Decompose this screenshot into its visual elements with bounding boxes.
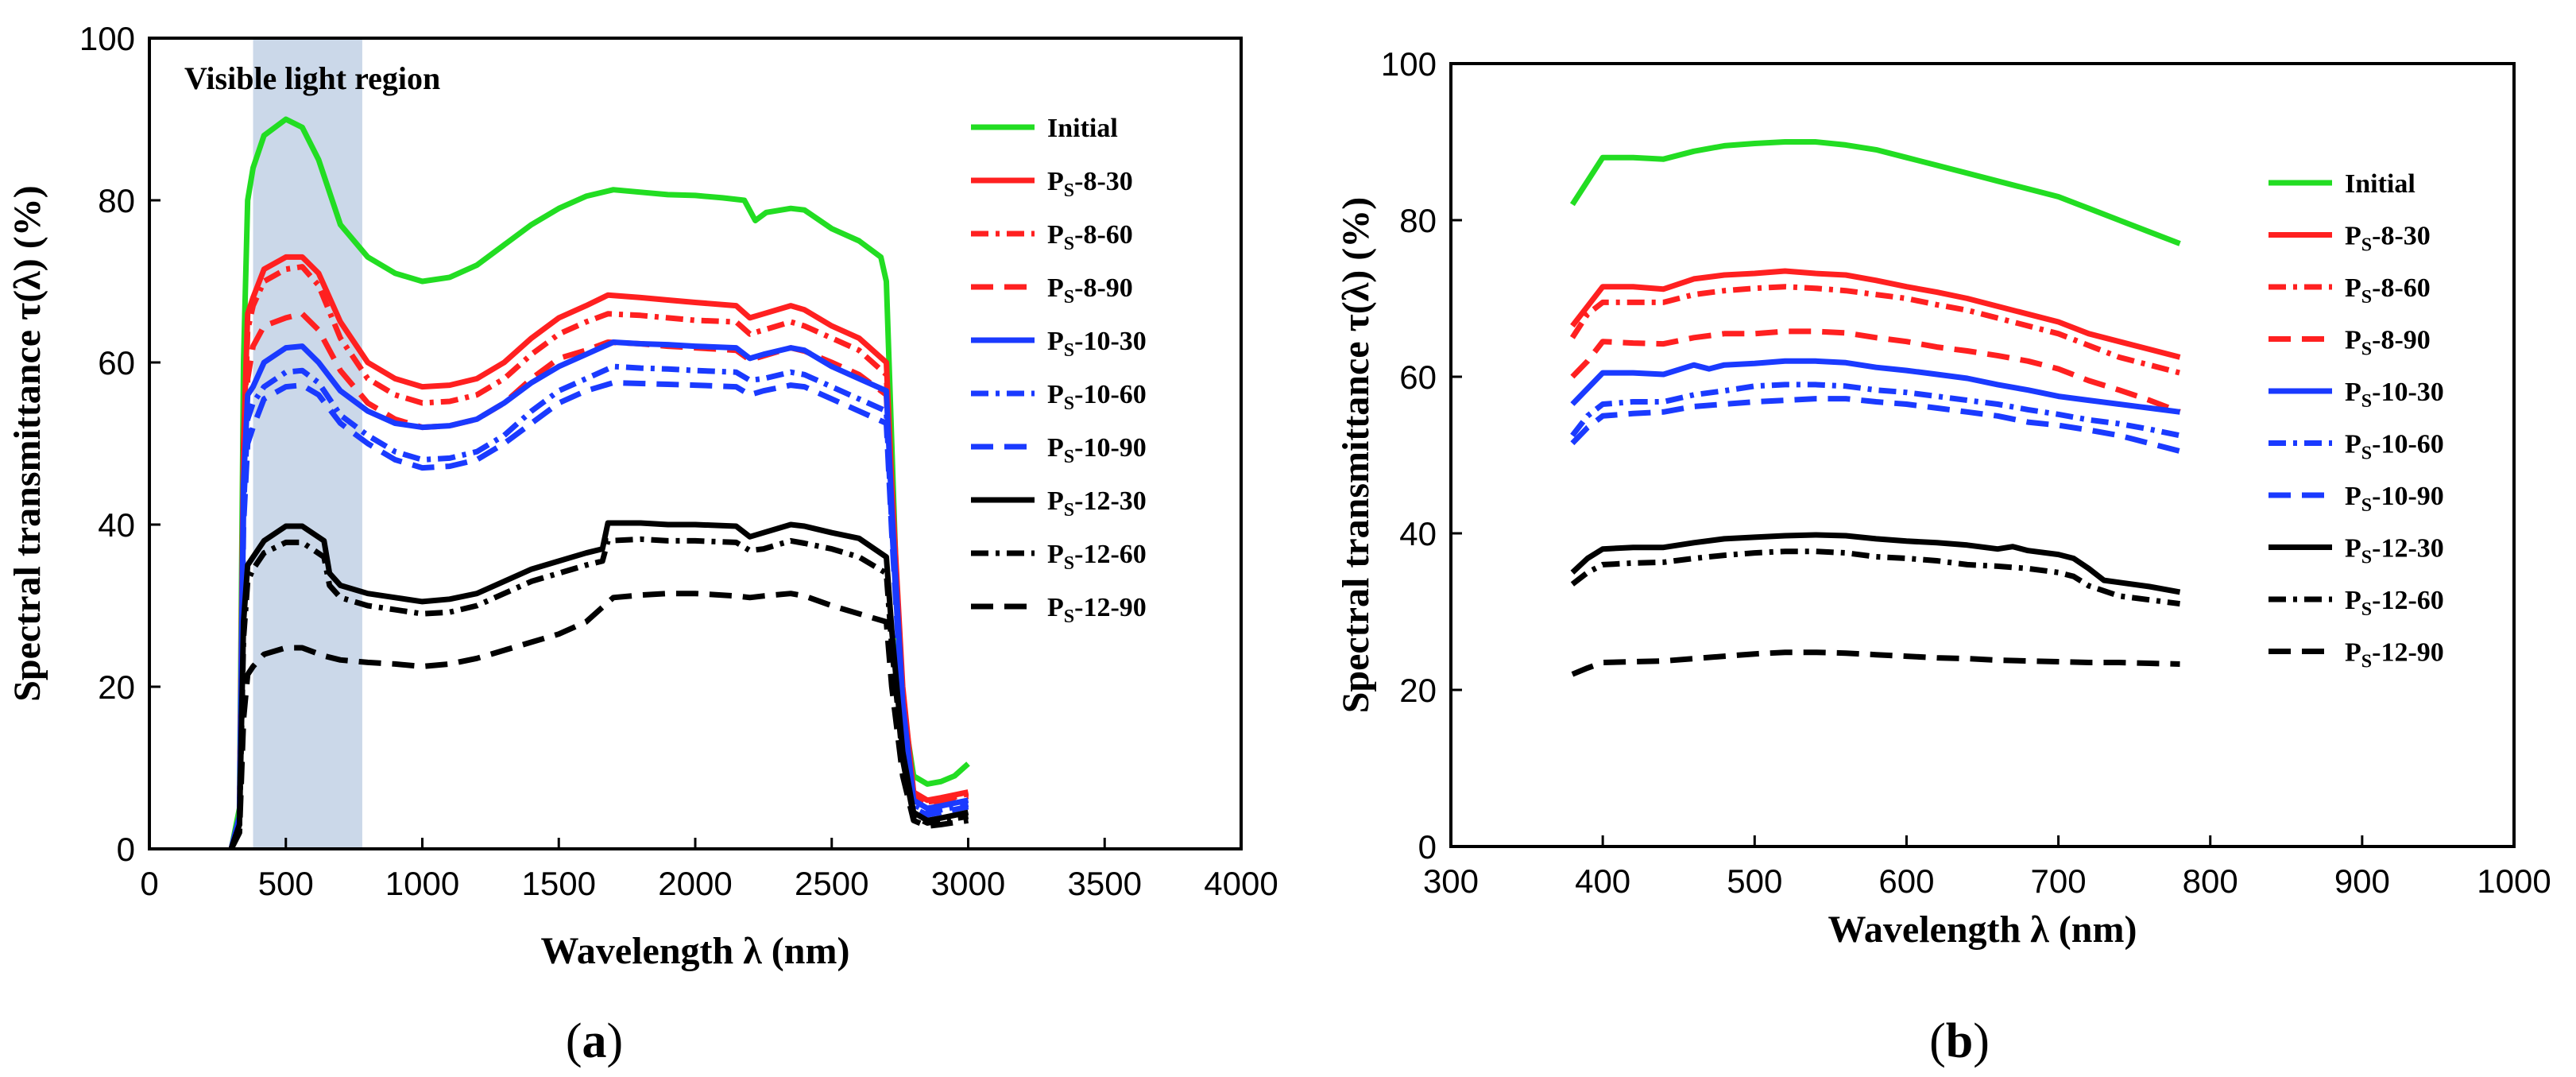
legend-entry: Initial xyxy=(1047,114,1118,143)
series-line-ps-10-30 xyxy=(1570,358,2180,415)
legend-entry: PS-8-90 xyxy=(1047,273,1133,308)
y-axis-label: Spectral transmittance τ(λ) (%) xyxy=(6,185,48,702)
series-line-ps-12-30 xyxy=(228,520,969,849)
panel-b-chart: 300 400 500 600 700 800 900 1000 0 20 40 60 80 100 Wav… xyxy=(1335,45,2551,1068)
y-tick-label: 80 xyxy=(98,182,135,219)
legend-entry: PS-12-60 xyxy=(1047,540,1147,574)
x-axis-label: Wavelength λ (nm) xyxy=(541,930,850,972)
series-line-ps-8-30 xyxy=(1570,268,2181,360)
visible-region-shade xyxy=(253,38,362,849)
x-tick-label: 500 xyxy=(258,865,314,902)
x-tick-label: 1000 xyxy=(2477,862,2551,900)
legend-entry: PS-10-30 xyxy=(2345,378,2444,412)
panel-a-chart: 0 500 1000 1500 2000 2500 3000 3500 4000 0 20 40 60 8… xyxy=(6,20,1278,1068)
x-tick-label: 3000 xyxy=(931,865,1005,902)
x-tick-label: 2000 xyxy=(658,865,732,902)
legend-entry: PS-10-90 xyxy=(2345,482,2444,516)
panel-b-legend: Initial PS-8-30 PS-8-60 PS-8-90 PS-10-30 PS-1… xyxy=(2269,169,2444,672)
series-line-ps-8-90 xyxy=(1570,328,2181,415)
x-tick-label: 900 xyxy=(2334,862,2390,900)
x-axis-label: Wavelength λ (nm) xyxy=(1828,908,2137,951)
legend-entry: PS-8-60 xyxy=(1047,220,1133,254)
y-tick-label: 40 xyxy=(98,506,135,544)
y-tick-label: 20 xyxy=(1399,672,1437,709)
legend-entry: PS-10-90 xyxy=(1047,433,1147,467)
legend-entry: PS-8-90 xyxy=(2345,326,2431,360)
series-line-ps-10-30 xyxy=(228,339,969,849)
series-line-ps-12-90 xyxy=(1571,649,2180,677)
series-line-ps-12-60 xyxy=(1570,548,2180,607)
series-line-initial xyxy=(1569,139,2181,246)
y-tick-label: 100 xyxy=(1381,45,1437,83)
y-tick-label: 100 xyxy=(79,20,135,57)
y-tick-label: 0 xyxy=(1418,828,1437,866)
panel-a-legend: Initial PS-8-30 PS-8-60 PS-8-90 PS-10-30 PS-1… xyxy=(971,114,1147,627)
series-line-ps-8-60 xyxy=(228,264,969,849)
legend-entry: PS-8-60 xyxy=(2345,273,2431,308)
x-tick-label: 400 xyxy=(1575,862,1630,900)
legend-entry: PS-12-30 xyxy=(1047,486,1147,521)
series-line-ps-12-90 xyxy=(228,591,969,849)
panel-label: (b) xyxy=(1929,1014,1990,1068)
series-line-ps-8-60 xyxy=(1569,284,2181,376)
x-tick-label: 800 xyxy=(2183,862,2238,900)
panel-a-series-lines xyxy=(228,116,970,849)
y-tick-label: 60 xyxy=(1399,358,1437,396)
legend-entry: PS-12-90 xyxy=(1047,593,1147,627)
x-tick-label: 700 xyxy=(2031,862,2087,900)
y-tick-label: 20 xyxy=(98,668,135,706)
legend-entry: PS-10-60 xyxy=(2345,430,2444,464)
x-tick-label: 3500 xyxy=(1068,865,1142,902)
panel-b-series-lines xyxy=(1569,139,2181,677)
y-tick-label: 60 xyxy=(98,344,135,382)
series-line-ps-12-30 xyxy=(1570,532,2181,595)
legend-entry: PS-8-30 xyxy=(2345,222,2431,256)
series-line-ps-10-90 xyxy=(1570,396,2181,454)
series-line-ps-12-60 xyxy=(228,536,969,849)
panel-label: (a) xyxy=(566,1014,623,1068)
legend-entry: PS-12-30 xyxy=(2345,534,2444,568)
legend-entry: PS-12-60 xyxy=(2345,586,2444,620)
x-tick-label: 300 xyxy=(1423,862,1479,900)
legend-entry: PS-10-30 xyxy=(1047,327,1147,361)
series-line-ps-8-30 xyxy=(228,254,969,849)
x-tick-label: 500 xyxy=(1727,862,1782,900)
x-tick-label: 2500 xyxy=(795,865,868,902)
x-tick-label: 1500 xyxy=(522,865,596,902)
annotation-label: Visible light region xyxy=(184,60,440,96)
y-tick-label: 0 xyxy=(117,831,135,868)
legend-entry: PS-10-60 xyxy=(1047,380,1147,414)
legend-entry: Initial xyxy=(2345,169,2415,199)
legend-entry: PS-12-90 xyxy=(2345,638,2444,672)
x-tick-label: 0 xyxy=(140,865,158,902)
x-tick-label: 1000 xyxy=(385,865,459,902)
panel-b-frame xyxy=(1449,62,2516,848)
y-tick-label: 40 xyxy=(1399,515,1437,552)
y-axis-label: Spectral transmittance τ(λ) (%) xyxy=(1335,197,1377,714)
x-tick-label: 4000 xyxy=(1204,865,1278,902)
y-tick-label: 80 xyxy=(1399,202,1437,239)
series-line-ps-10-90 xyxy=(228,380,969,849)
x-tick-label: 600 xyxy=(1878,862,1934,900)
legend-entry: PS-8-30 xyxy=(1047,167,1133,201)
